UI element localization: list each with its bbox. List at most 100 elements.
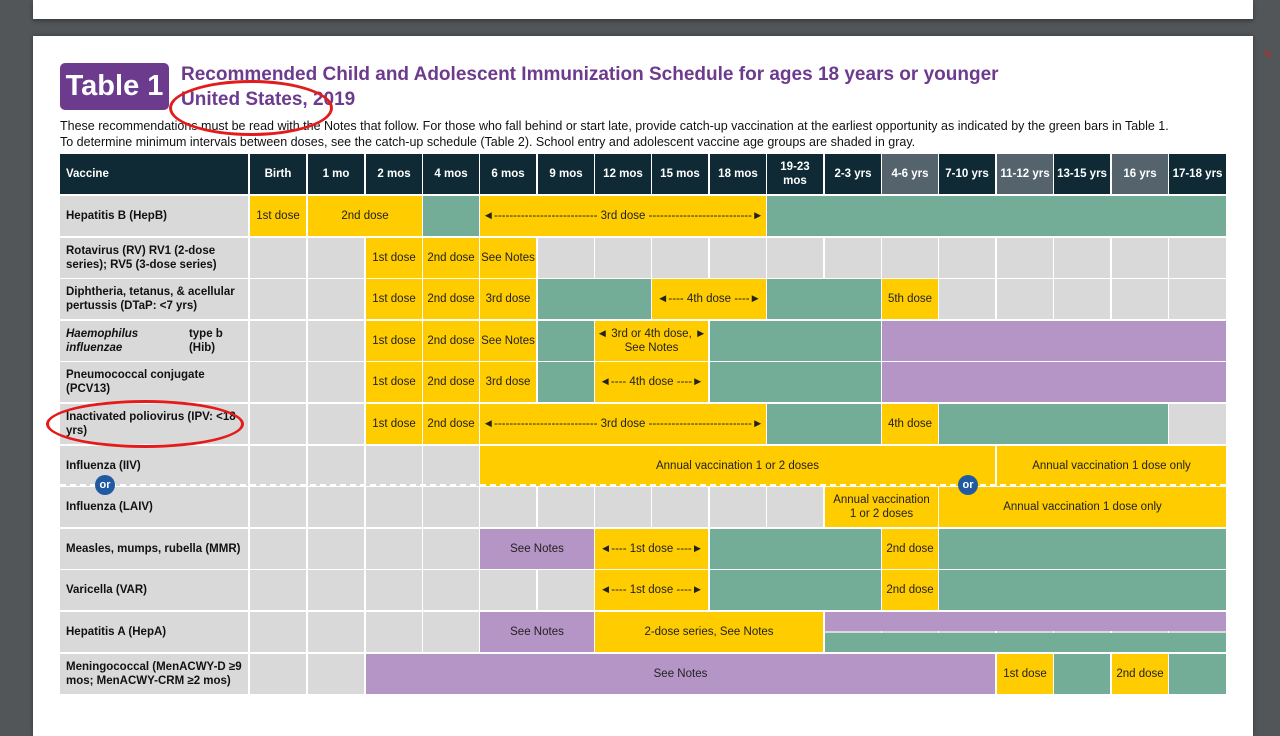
age-range-bar — [939, 570, 1226, 610]
empty-cell — [308, 529, 364, 569]
dose-bar: ◄---- 4th dose ----► — [595, 362, 708, 402]
red-annotation-circle-ipv — [46, 400, 244, 448]
empty-cell — [308, 446, 364, 486]
empty-cell — [1054, 279, 1110, 319]
age-range-bar — [767, 279, 881, 319]
empty-cell — [652, 487, 708, 527]
empty-cell — [652, 238, 708, 278]
dose-bar: 2nd dose — [423, 238, 479, 278]
dose-bar: 1st dose — [366, 404, 422, 444]
empty-cell — [423, 529, 479, 569]
empty-cell — [308, 612, 364, 652]
dose-bar: See Notes — [480, 238, 536, 278]
empty-cell — [1054, 238, 1110, 278]
empty-cell — [882, 238, 938, 278]
vaccine-name: Influenza (LAIV) — [60, 487, 248, 527]
vaccine-name: Measles, mumps, rubella (MMR) — [60, 529, 248, 569]
empty-cell — [710, 487, 766, 527]
dose-bar: 2nd dose — [423, 362, 479, 402]
empty-cell — [1112, 238, 1168, 278]
age-range-bar — [767, 404, 881, 444]
age-range-bar — [423, 196, 479, 236]
empty-cell — [1169, 279, 1226, 319]
dose-bar: Annual vaccination 1 dose only — [939, 487, 1226, 527]
intro-line-1: These recommendations must be read with … — [60, 119, 1169, 133]
age-range-bar — [882, 362, 1226, 402]
empty-cell — [250, 529, 306, 569]
age-header: 6 mos — [480, 154, 536, 194]
age-header: 4-6 yrs — [882, 154, 938, 194]
empty-cell — [250, 570, 306, 610]
age-header: 7-10 yrs — [939, 154, 995, 194]
dose-bar: ◄--------------------------- 3rd dose --… — [480, 404, 766, 444]
vaccine-name: Hepatitis B (HepB) — [60, 196, 248, 236]
age-range-bar — [710, 362, 881, 402]
annotation-mark: ✎ — [1264, 50, 1273, 61]
empty-cell — [538, 487, 594, 527]
age-range-bar — [1054, 654, 1110, 694]
dose-bar: 1st dose — [250, 196, 306, 236]
age-header: 2-3 yrs — [825, 154, 881, 194]
age-header: 9 mos — [538, 154, 594, 194]
empty-cell — [767, 487, 823, 527]
age-header: 2 mos — [366, 154, 422, 194]
empty-cell — [308, 238, 364, 278]
age-range-bar — [538, 279, 651, 319]
empty-cell — [538, 570, 594, 610]
empty-cell — [595, 238, 651, 278]
or-badge: or — [958, 475, 978, 495]
age-range-bar — [538, 362, 594, 402]
intro-line-2: To determine minimum intervals between d… — [60, 135, 916, 149]
age-header: 4 mos — [423, 154, 479, 194]
dose-bar: ◄---- 4th dose ----► — [652, 279, 766, 319]
vaccine-name: Varicella (VAR) — [60, 570, 248, 610]
dose-bar: ◄ 3rd or 4th dose, ► See Notes — [595, 321, 708, 361]
empty-cell — [250, 654, 306, 694]
table-badge: Table 1 — [60, 63, 169, 110]
vaccine-name: Pneumococcal conjugate (PCV13) — [60, 362, 248, 402]
empty-cell — [308, 404, 364, 444]
age-range-bar — [710, 529, 881, 569]
age-header: 11-12 yrs — [997, 154, 1053, 194]
age-range-bar — [825, 612, 1226, 631]
dose-bar: 2nd dose — [1112, 654, 1168, 694]
dose-bar: See Notes — [480, 321, 536, 361]
age-range-bar — [939, 404, 1168, 444]
dose-bar: 2nd dose — [308, 196, 422, 236]
empty-cell — [366, 446, 422, 486]
empty-cell — [423, 570, 479, 610]
empty-cell — [997, 238, 1053, 278]
dose-bar: Annual vaccination 1 or 2 doses — [480, 446, 995, 486]
empty-cell — [1112, 279, 1168, 319]
age-header: 13-15 yrs — [1054, 154, 1110, 194]
dose-bar: 1st dose — [997, 654, 1053, 694]
age-header: 19-23 mos — [767, 154, 823, 194]
empty-cell — [1169, 238, 1226, 278]
influenza-divider — [60, 484, 1226, 486]
dose-bar: ◄--------------------------- 3rd dose --… — [480, 196, 766, 236]
empty-cell — [366, 570, 422, 610]
dose-bar: See Notes — [480, 529, 594, 569]
empty-cell — [250, 238, 306, 278]
empty-cell — [250, 446, 306, 486]
empty-cell — [423, 487, 479, 527]
dose-bar: 2nd dose — [423, 321, 479, 361]
empty-cell — [250, 612, 306, 652]
empty-cell — [366, 529, 422, 569]
age-range-bar — [939, 529, 1226, 569]
dose-bar: ◄---- 1st dose ----► — [595, 529, 708, 569]
empty-cell — [1169, 404, 1226, 444]
empty-cell — [366, 487, 422, 527]
empty-cell — [308, 487, 364, 527]
age-range-bar — [882, 321, 1226, 361]
age-range-bar — [767, 196, 1226, 236]
empty-cell — [423, 612, 479, 652]
age-header: 12 mos — [595, 154, 651, 194]
or-badge: or — [95, 475, 115, 495]
vaccine-name: Hepatitis A (HepA) — [60, 612, 248, 652]
vaccine-name: Diphtheria, tetanus, & acellular pertuss… — [60, 279, 248, 319]
age-header: 16 yrs — [1112, 154, 1168, 194]
age-header: 1 mo — [308, 154, 364, 194]
empty-cell — [538, 238, 594, 278]
dose-bar: 3rd dose — [480, 279, 536, 319]
